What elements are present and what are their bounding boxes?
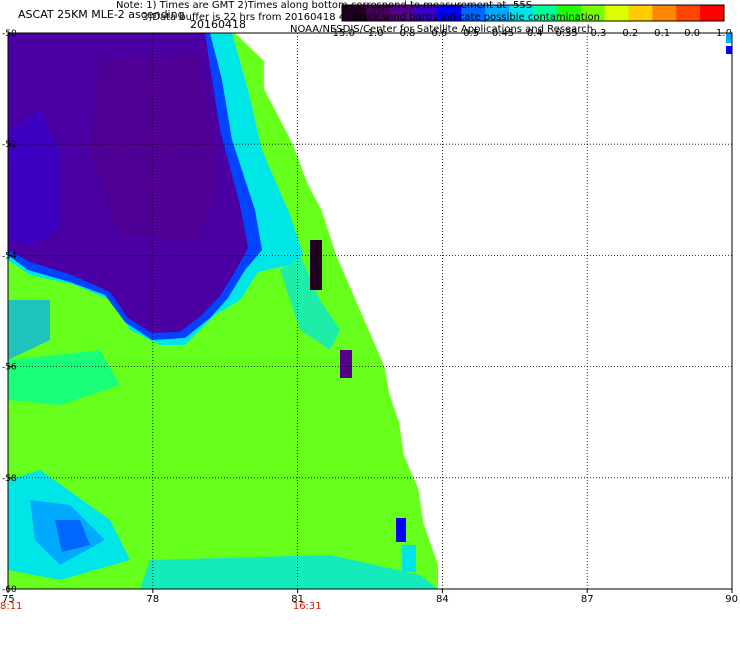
x-tick-label: 78: [146, 594, 159, 605]
colorbar-swatch: [461, 5, 486, 21]
colorbar-swatch: [676, 5, 701, 21]
colorbar-swatch: [652, 5, 677, 21]
y-tick-label: -50: [2, 29, 17, 39]
note-line-1: Note: 1) Times are GMT 2)Times along bot…: [116, 0, 533, 11]
plot-frame: [7, 32, 733, 590]
y-tick-label: -52: [2, 140, 17, 150]
time-label: 16:31: [293, 601, 322, 612]
colorbar-swatch: [700, 5, 725, 21]
colorbar-swatch: [556, 5, 582, 21]
axis-ticks: 75 78 81 84 87 90 -50 -52 -54 -56 -58 -60 18:11 16:31: [0, 29, 738, 612]
y-tick-label: -54: [2, 251, 17, 261]
x-tick-label: 81: [291, 594, 304, 605]
colorbar-swatch: [365, 5, 391, 21]
x-tick-label: 84: [436, 594, 449, 605]
x-tick-label: 87: [581, 594, 594, 605]
time-label: 18:11: [0, 601, 22, 612]
colorbar-swatch: [437, 5, 462, 21]
date-label: 20160418: [190, 18, 246, 31]
colorbar-swatch: [628, 5, 653, 21]
chart-title: ASCAT 25KM MLE-2 ascending: [18, 8, 185, 21]
colorbar-swatch: [485, 5, 510, 21]
colorbar-swatch: [509, 5, 534, 21]
colorbar-swatch: [389, 5, 415, 21]
y-tick-label: -58: [2, 474, 17, 484]
colorbar: -15.0 -1.0 -0.8 -0.6 -0.5 -0.45 -0.4 -0.35 -0.3-…: [329, 4, 732, 39]
colorbar-swatch: [604, 5, 629, 21]
colorbar-swatch: [413, 5, 438, 21]
note-line-3: NOAA/NESDIS/Center for Satellite Applica…: [290, 24, 594, 35]
y-tick-label: -56: [2, 363, 17, 373]
x-tick-label: 75: [2, 594, 15, 605]
colorbar-swatch: [533, 5, 558, 21]
note-line-2: 3)Data buffer is 22 hrs from 20160418 4)…: [142, 12, 600, 23]
data-swath: [8, 33, 732, 589]
x-tick-label: 90: [725, 594, 738, 605]
y-tick-label: -60: [2, 585, 17, 595]
colorbar-swatch: [342, 5, 367, 21]
colorbar-swatch: [580, 5, 606, 21]
